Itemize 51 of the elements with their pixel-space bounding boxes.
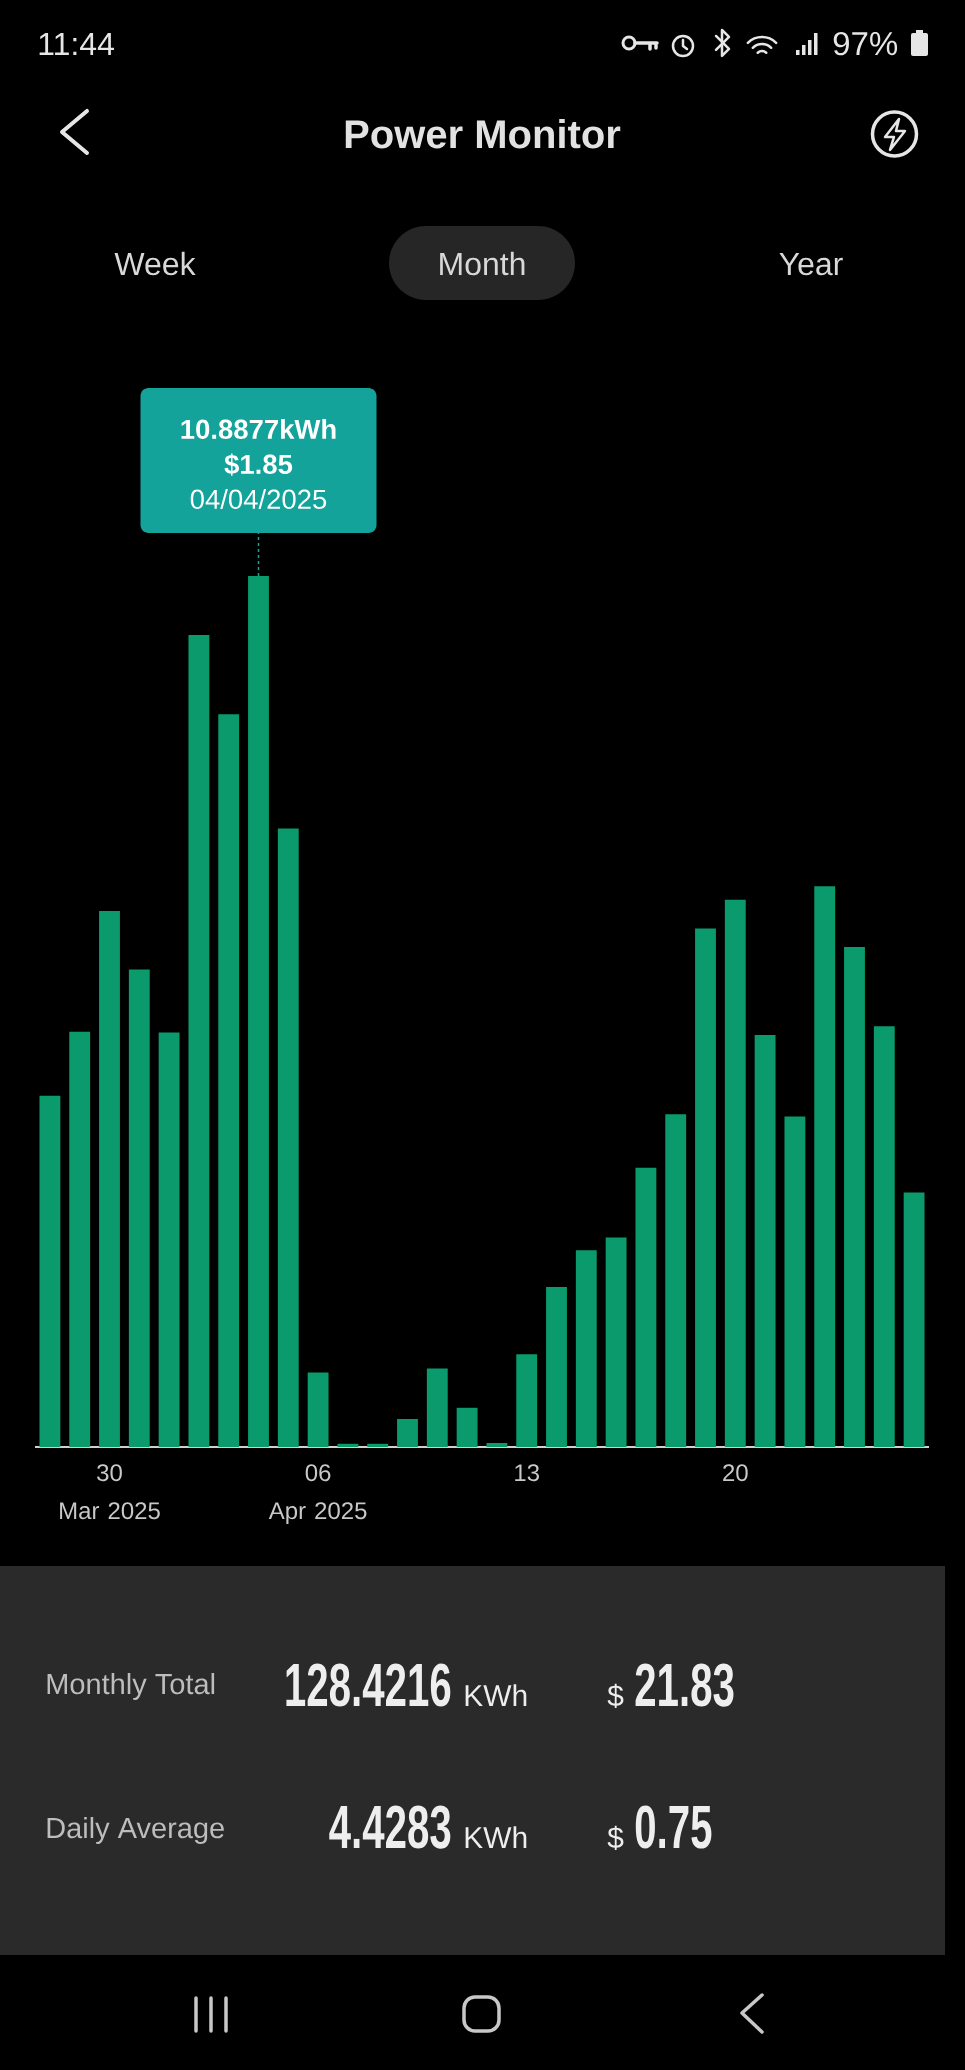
text: Week [114, 251, 196, 276]
bar [724, 899, 746, 1447]
text: KWh [465, 1684, 527, 1706]
bar [69, 1031, 91, 1447]
bar [665, 1114, 687, 1447]
bar [218, 714, 240, 1447]
x-tick-label: 20 [723, 1464, 748, 1482]
text: 0.75 [635, 1805, 712, 1849]
x-tick-label: 13 [515, 1464, 539, 1482]
bar [903, 1192, 925, 1447]
text: $ [607, 1825, 624, 1851]
bar [158, 1032, 180, 1447]
bar [754, 1035, 776, 1447]
x-tick-label: 06 Apr 2025 [268, 1464, 367, 1524]
bar [426, 1368, 448, 1447]
bar [784, 1116, 806, 1447]
text: KWh [465, 1826, 527, 1848]
text: 97% [833, 31, 898, 56]
bar [456, 1407, 478, 1447]
bar [486, 1442, 508, 1447]
bar [814, 886, 836, 1447]
bar [873, 1026, 895, 1447]
bar [39, 1095, 61, 1447]
bar [635, 1167, 657, 1447]
text: Year [779, 252, 843, 276]
data-label: 10.8877kWh $1.85 04/04/2025 [181, 418, 336, 510]
text: 128.4216 [286, 1663, 451, 1707]
bar [695, 928, 716, 1447]
x-tick-label: 30 Mar 2025 [60, 1464, 160, 1520]
chart-title: Power Monitor [345, 119, 621, 149]
text: 4.4283 [329, 1805, 451, 1849]
text: Month [440, 251, 525, 276]
text: Monthly Total [47, 1672, 215, 1701]
bar [397, 1418, 418, 1447]
bar [605, 1237, 627, 1447]
bar [367, 1443, 389, 1447]
bar [844, 947, 865, 1447]
text: 21.83 [635, 1663, 734, 1707]
bar [516, 1354, 538, 1447]
text: Daily Average [47, 1816, 224, 1845]
bar [277, 828, 299, 1447]
bar [575, 1250, 597, 1447]
bar [307, 1372, 329, 1447]
bar [248, 575, 269, 1447]
text: 11:44 [39, 32, 114, 55]
bar [99, 911, 120, 1447]
bar [337, 1443, 359, 1447]
bar [546, 1286, 567, 1447]
bar [188, 635, 210, 1447]
text: $ [607, 1683, 624, 1709]
bar [128, 969, 150, 1447]
